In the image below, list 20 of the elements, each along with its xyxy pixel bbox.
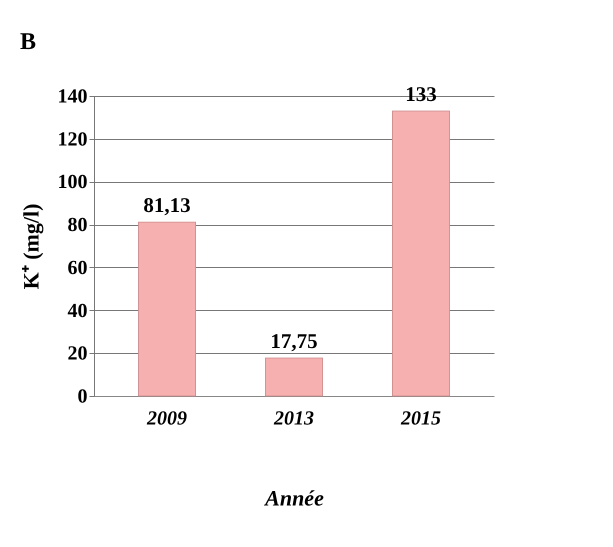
chart-title: B bbox=[20, 29, 36, 55]
y-tick-label: 20 bbox=[68, 342, 88, 365]
y-tick-label: 40 bbox=[68, 300, 88, 322]
x-axis-title: Année bbox=[263, 486, 324, 510]
data-label: 17,75 bbox=[270, 328, 318, 353]
data-label: 81,13 bbox=[143, 193, 191, 218]
data-label: 133 bbox=[405, 82, 437, 106]
y-tick-label: 140 bbox=[58, 86, 88, 108]
y-tick-label: 60 bbox=[68, 256, 88, 279]
bar bbox=[138, 222, 196, 396]
x-tick-label: 2015 bbox=[400, 408, 441, 430]
y-tick-label: 80 bbox=[68, 214, 88, 236]
x-tick-label: 2009 bbox=[146, 408, 188, 430]
bar bbox=[392, 110, 450, 396]
y-tick-label: 0 bbox=[78, 386, 88, 408]
y-tick-label: 120 bbox=[58, 128, 88, 150]
y-tick-label: 100 bbox=[58, 171, 88, 194]
y-axis-title: K⁺ (mg/l) bbox=[18, 204, 44, 290]
x-tick-label: 2013 bbox=[273, 408, 314, 430]
bar bbox=[265, 358, 323, 396]
